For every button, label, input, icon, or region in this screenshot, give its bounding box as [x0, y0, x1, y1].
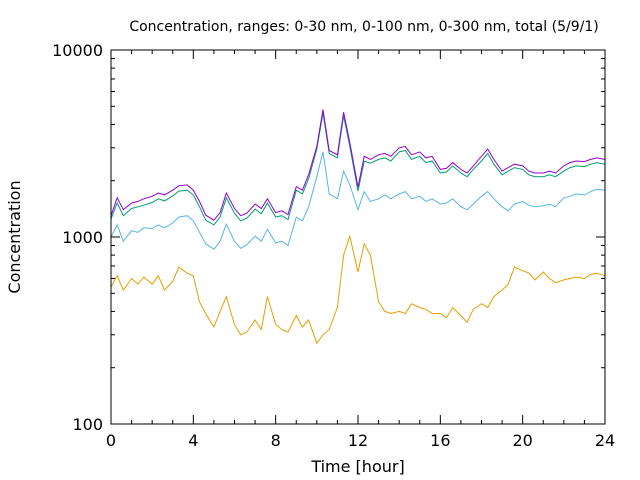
- series-line-2: [110, 151, 606, 250]
- x-tick-label: 20: [512, 431, 532, 450]
- plot-frame: [110, 49, 606, 425]
- y-tick-label: 10000: [52, 41, 103, 60]
- x-tick-label: 4: [188, 431, 198, 450]
- x-tick-label: 16: [430, 431, 450, 450]
- series-line-3: [110, 113, 606, 226]
- series-line-4: [110, 109, 606, 221]
- ticks-group: 0 4 8 12 16 20 24 100 1000 10000: [52, 41, 615, 450]
- x-tick-label: 0: [106, 431, 116, 450]
- series-line-1: [110, 234, 606, 345]
- y-tick-label: 1000: [62, 228, 103, 247]
- x-tick-label: 12: [348, 431, 368, 450]
- x-axis-label: Time [hour]: [310, 457, 404, 476]
- y-tick-label: 100: [72, 415, 103, 434]
- x-tick-label: 24: [595, 431, 615, 450]
- series-group: [110, 109, 606, 345]
- chart-title: Concentration, ranges: 0-30 nm, 0-100 nm…: [129, 19, 598, 35]
- x-tick-label: 8: [271, 431, 281, 450]
- y-axis-label: Concentration: [5, 180, 24, 293]
